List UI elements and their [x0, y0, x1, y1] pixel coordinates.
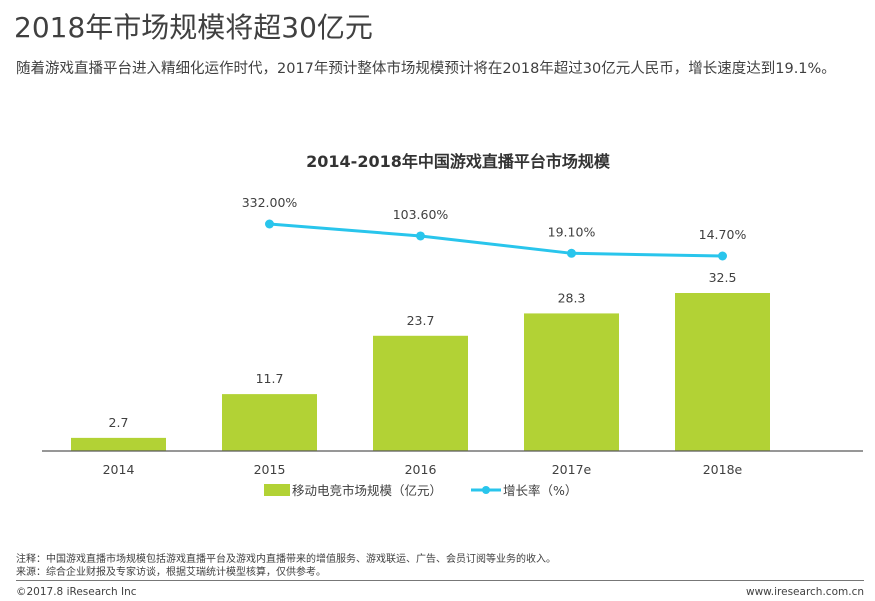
bar-value-label: 23.7: [407, 313, 435, 328]
legend-label-line: 增长率（%）: [503, 483, 577, 498]
legend-swatch-bar: [264, 484, 290, 496]
growth-rate-point: [416, 231, 425, 241]
chart-title: 2014-2018年中国游戏直播平台市场规模: [306, 152, 611, 171]
page-title: 2018年市场规模将超30亿元: [14, 11, 373, 44]
growth-rate-label: 19.10%: [548, 224, 596, 239]
bar-series: 2.7 11.7 23.7 28.3 32.5: [71, 270, 770, 451]
growth-rate-label: 14.70%: [699, 227, 747, 242]
footer-divider: [16, 580, 864, 581]
bar: [524, 313, 619, 451]
bar-value-label: 32.5: [709, 270, 737, 285]
bar: [222, 394, 317, 451]
page-subtitle: 随着游戏直播平台进入精细化运作时代，2017年预计整体市场规模预计将在2018年…: [16, 61, 836, 77]
growth-rate-label: 103.60%: [393, 207, 449, 222]
copyright: ©2017.8 iResearch Inc: [16, 586, 137, 598]
bar: [71, 437, 166, 451]
x-tick-label: 2018e: [703, 462, 743, 477]
bar-value-label: 11.7: [256, 371, 284, 386]
growth-rate-point: [567, 248, 576, 258]
bar-value-label: 2.7: [109, 415, 129, 430]
legend-swatch-marker: [482, 486, 490, 494]
x-tick-label: 2014: [103, 462, 135, 477]
note-text: 注释：中国游戏直播市场规模包括游戏直播平台及游戏内直播带来的增值服务、游戏联运、…: [16, 554, 556, 565]
legend: 移动电竞市场规模（亿元） 增长率（%）: [264, 483, 577, 498]
growth-rate-point: [718, 251, 727, 261]
x-axis-ticks: 2014 2015 2016 2017e 2018e: [103, 462, 743, 477]
source-text: 来源：综合企业财报及专家访谈，根据艾瑞统计模型核算，仅供参考。: [16, 567, 326, 578]
bar: [675, 293, 770, 451]
footnotes: 注释：中国游戏直播市场规模包括游戏直播平台及游戏内直播带来的增值服务、游戏联运、…: [16, 553, 556, 579]
bar-value-label: 28.3: [558, 290, 586, 305]
bar: [373, 335, 468, 451]
website-link[interactable]: www.iresearch.com.cn: [745, 586, 864, 598]
x-tick-label: 2015: [254, 462, 286, 477]
growth-rate-line: [269, 222, 723, 258]
legend-label-bar: 移动电竞市场规模（亿元）: [292, 483, 442, 498]
growth-rate-point: [265, 219, 274, 229]
x-tick-label: 2017e: [552, 462, 592, 477]
growth-rate-series: 332.00% 103.60% 19.10% 14.70%: [242, 195, 747, 261]
growth-rate-label: 332.00%: [242, 195, 298, 210]
x-tick-label: 2016: [405, 462, 437, 477]
